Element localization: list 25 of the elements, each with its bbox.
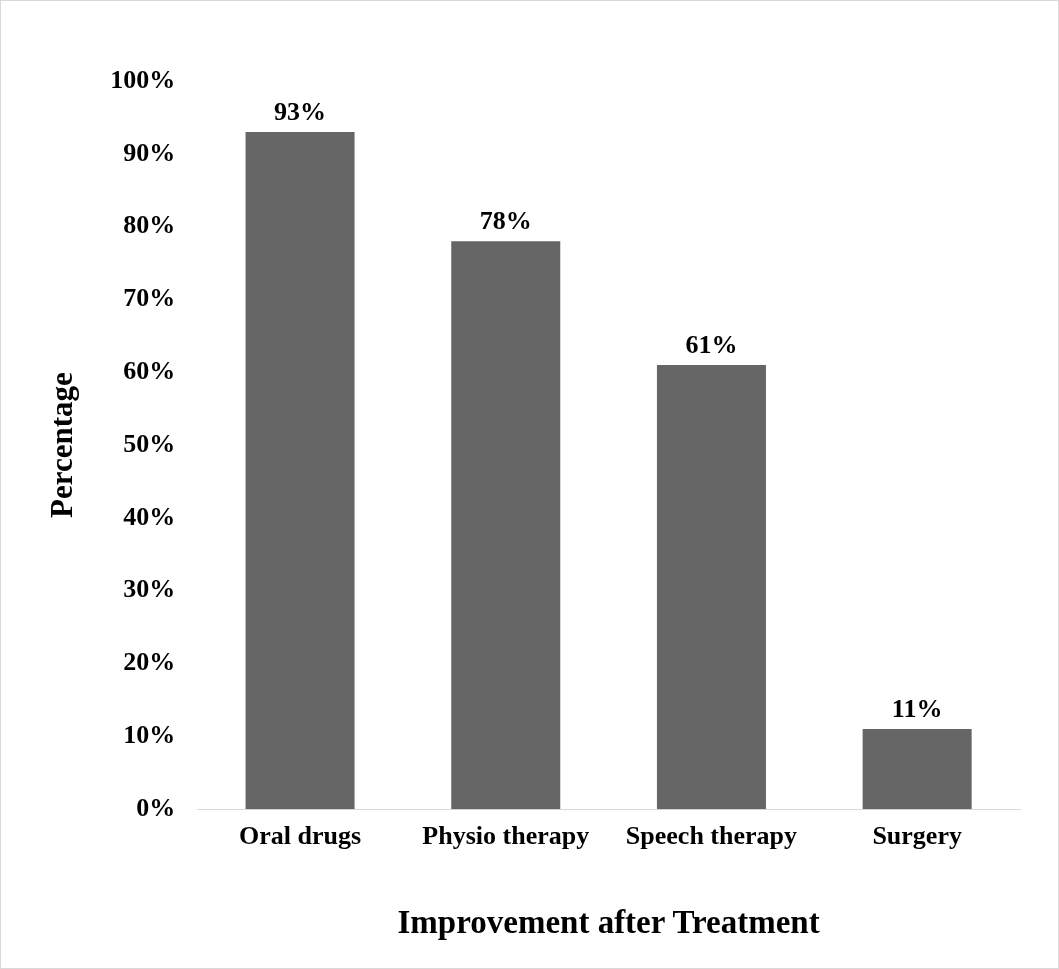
bar (245, 131, 355, 810)
x-tick-label: Oral drugs (239, 820, 362, 850)
data-label: 93% (274, 96, 327, 126)
x-axis-title: Improvement after Treatment (397, 903, 820, 940)
y-tick-label: 0% (136, 792, 176, 822)
y-tick-label: 40% (123, 501, 176, 531)
y-tick-label: 10% (123, 720, 176, 750)
y-tick-label: 60% (123, 356, 176, 385)
y-tick-label: 90% (123, 137, 176, 167)
bar (656, 365, 766, 810)
y-axis-title: Percentage (43, 372, 79, 518)
y-tick-label: 50% (123, 428, 176, 458)
bar (451, 241, 561, 810)
data-label: 11% (891, 693, 943, 723)
y-tick-label: 30% (123, 574, 176, 604)
x-tick-label: Physio therapy (422, 820, 590, 850)
y-tick-label: 80% (123, 210, 176, 240)
bar (862, 729, 972, 810)
y-tick-label: 100% (110, 64, 176, 94)
data-label: 61% (685, 329, 738, 359)
y-tick-label: 20% (123, 647, 176, 677)
y-tick-label: 70% (123, 283, 176, 313)
x-tick-label: Speech therapy (625, 820, 798, 850)
data-label: 78% (479, 205, 532, 235)
x-tick-label: Surgery (872, 820, 962, 850)
